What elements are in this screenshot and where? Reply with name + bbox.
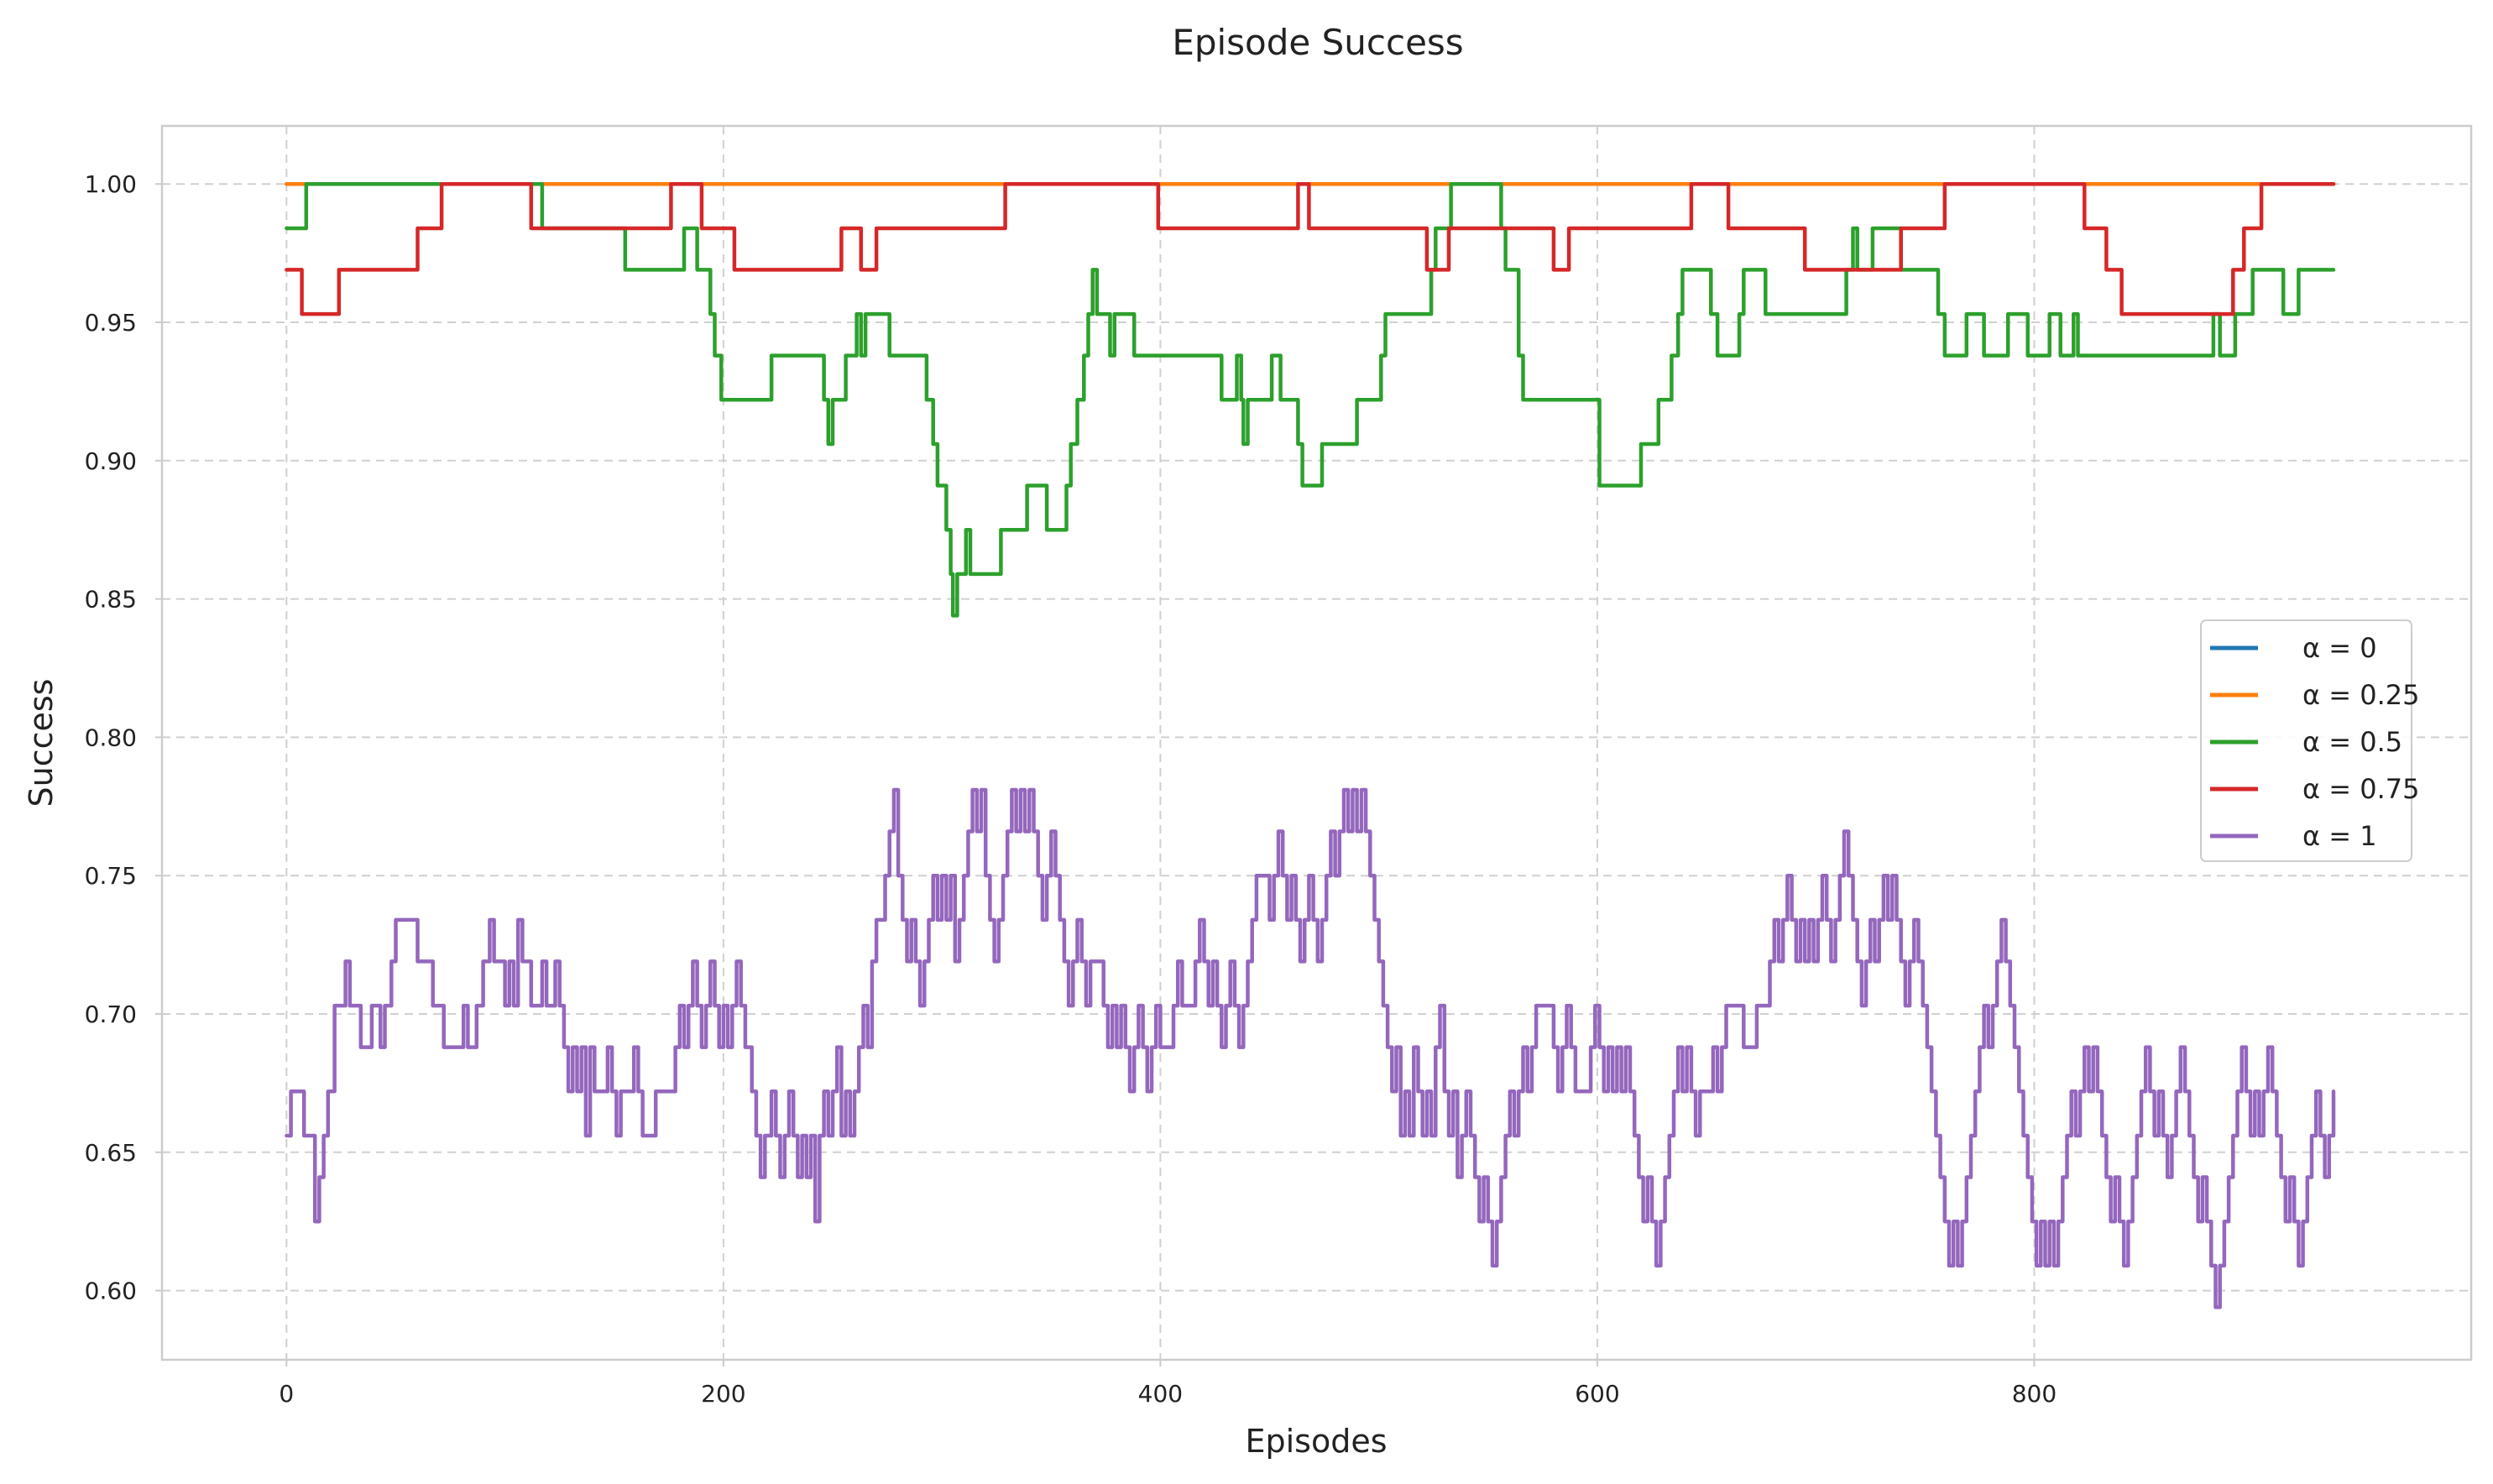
y-tick-label: 1.00	[85, 170, 137, 198]
legend-entry-label: α = 0.5	[2302, 726, 2402, 758]
y-tick-label: 0.75	[85, 862, 137, 890]
legend-entry-label: α = 0.25	[2302, 679, 2420, 711]
x-tick-label: 200	[701, 1380, 745, 1408]
y-tick-label: 0.95	[85, 309, 137, 337]
legend-entry-label: α = 1	[2302, 820, 2377, 852]
axis-ticks: 0 200 400 600 800 0.60 0.65 0.70 0.75 0.80 0.85 0.9…	[85, 170, 2057, 1408]
series-lines	[285, 181, 2336, 1309]
x-tick-label: 600	[1575, 1380, 1619, 1408]
series-line-4	[285, 787, 2336, 1309]
y-axis-label: Success	[23, 679, 60, 807]
y-tick-label: 0.80	[85, 724, 137, 751]
legend: α = 0 α = 0.25 α = 0.5 α = 0.75 α = 1	[2200, 619, 2420, 862]
gridlines	[162, 126, 2471, 1360]
series-line-2	[285, 181, 2336, 618]
y-tick-label: 0.65	[85, 1139, 137, 1167]
x-axis-label: Episodes	[1245, 1423, 1387, 1460]
legend-entry-label: α = 0	[2302, 632, 2377, 664]
legend-entry-label: α = 0.75	[2302, 773, 2420, 805]
legend-box	[2200, 619, 2412, 862]
x-tick-label: 800	[2012, 1380, 2057, 1408]
x-tick-label: 400	[1138, 1380, 1183, 1408]
y-tick-label: 0.70	[85, 1001, 137, 1028]
x-tick-label: 0	[279, 1380, 294, 1408]
series-line-3	[285, 181, 2336, 316]
y-tick-label: 0.60	[85, 1278, 137, 1305]
y-tick-label: 0.90	[85, 447, 137, 475]
plot-frame	[160, 124, 2473, 1361]
chart-title: Episode Success	[1172, 22, 1463, 63]
y-tick-label: 0.85	[85, 586, 137, 614]
